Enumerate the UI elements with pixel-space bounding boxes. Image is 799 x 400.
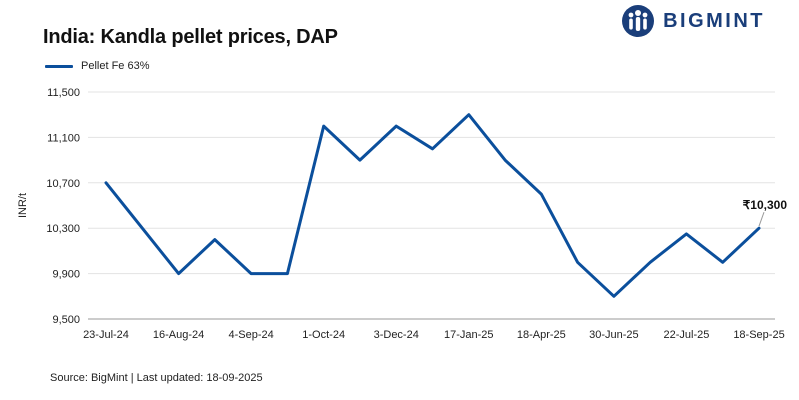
x-tick-label: 22-Jul-25 [664, 329, 710, 341]
source-note: Source: BigMint | Last updated: 18-09-20… [50, 372, 263, 384]
legend-label: Pellet Fe 63% [81, 60, 150, 72]
legend: Pellet Fe 63% [45, 60, 149, 72]
chart-title: India: Kandla pellet prices, DAP [43, 26, 338, 48]
y-tick-label: 11,100 [47, 132, 80, 144]
y-axis-title: INR/t [17, 193, 29, 218]
x-tick-label: 3-Dec-24 [374, 329, 419, 341]
y-tick-label: 9,500 [52, 314, 80, 326]
x-tick-label: 16-Aug-24 [153, 329, 204, 341]
x-tick-label: 17-Jan-25 [444, 329, 494, 341]
x-axis-ticks: 23-Jul-24 16-Aug-24 4-Sep-24 1-Oct-24 3-Dec-… [83, 329, 785, 341]
annotations: ₹10,300 [743, 198, 788, 227]
annotation-leader-line [758, 212, 765, 227]
brand-name: BIGMINT [663, 9, 765, 32]
bigmint-people-logo-icon [622, 5, 655, 37]
y-tick-label: 10,700 [46, 178, 80, 190]
last-value-label: ₹10,300 [743, 198, 788, 212]
y-axis-ticks: 9,500 9,900 10,300 10,700 11,100 11,500 [46, 87, 80, 326]
gridlines [88, 91, 775, 275]
x-tick-label: 18-Sep-25 [733, 329, 784, 341]
brand-logo: BIGMINT [621, 4, 765, 38]
x-tick-label: 30-Jun-25 [589, 329, 639, 341]
x-tick-label: 23-Jul-24 [83, 329, 129, 341]
x-tick-label: 1-Oct-24 [302, 329, 345, 341]
y-tick-label: 9,900 [52, 269, 80, 281]
legend-swatch [45, 64, 73, 68]
series-group [104, 113, 761, 298]
y-tick-label: 10,300 [46, 223, 80, 235]
y-tick-label: 11,500 [47, 87, 80, 99]
x-tick-label: 18-Apr-25 [517, 329, 566, 341]
x-tick-label: 4-Sep-24 [228, 329, 273, 341]
series-line-pellet-fe-63 [104, 113, 761, 298]
